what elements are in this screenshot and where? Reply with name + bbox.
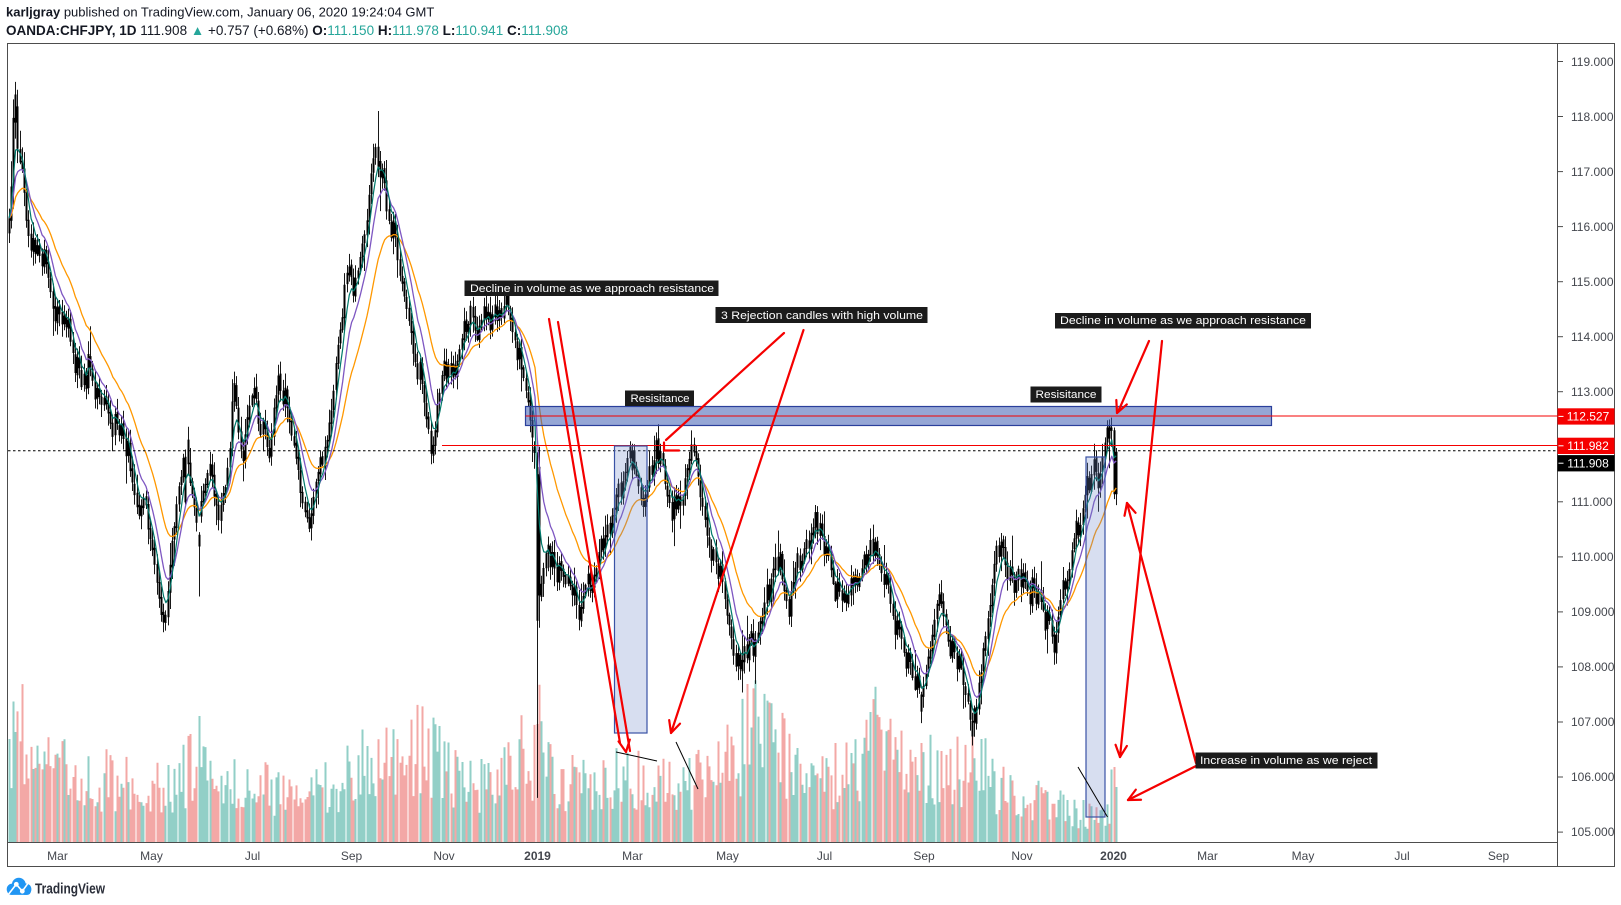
svg-text:2020: 2020 bbox=[1100, 849, 1127, 863]
svg-text:Increase in volume as we rejec: Increase in volume as we reject bbox=[1200, 755, 1372, 767]
svg-text:OANDA:CHFJPY, 1D 111.908 ▲ +0: OANDA:CHFJPY, 1D 111.908 ▲ +0.757 (+0.68… bbox=[6, 23, 568, 38]
svg-text:118.000: 118.000 bbox=[1571, 110, 1614, 124]
svg-text:Mar: Mar bbox=[47, 849, 68, 863]
svg-text:TradingView: TradingView bbox=[35, 881, 105, 898]
svg-text:112.527: 112.527 bbox=[1567, 410, 1610, 424]
svg-text:Mar: Mar bbox=[1197, 849, 1218, 863]
svg-text:117.000: 117.000 bbox=[1571, 165, 1614, 179]
svg-text:Sep: Sep bbox=[1488, 849, 1510, 863]
svg-text:Jul: Jul bbox=[817, 849, 832, 863]
svg-text:111.982: 111.982 bbox=[1567, 439, 1609, 453]
svg-text:Decline in volume as we approa: Decline in volume as we approach resista… bbox=[470, 283, 714, 295]
svg-text:karljgray published on Trading: karljgray published on TradingView.com, … bbox=[6, 5, 434, 20]
svg-text:Sep: Sep bbox=[341, 849, 363, 863]
svg-text:May: May bbox=[716, 849, 739, 863]
svg-text:May: May bbox=[1292, 849, 1315, 863]
svg-text:106.000: 106.000 bbox=[1571, 770, 1615, 784]
svg-text:111.000: 111.000 bbox=[1571, 495, 1613, 509]
svg-text:111.908: 111.908 bbox=[1567, 457, 1609, 471]
svg-text:3 Rejection candles with high: 3 Rejection candles with high volume bbox=[721, 310, 923, 322]
svg-text:Mar: Mar bbox=[622, 849, 643, 863]
svg-text:Decline in volume as we approa: Decline in volume as we approach resista… bbox=[1060, 315, 1306, 327]
svg-text:Nov: Nov bbox=[1011, 849, 1032, 863]
svg-text:116.000: 116.000 bbox=[1571, 220, 1614, 234]
svg-text:Jul: Jul bbox=[1394, 849, 1409, 863]
svg-text:Nov: Nov bbox=[433, 849, 454, 863]
svg-text:107.000: 107.000 bbox=[1571, 715, 1615, 729]
svg-text:119.000: 119.000 bbox=[1571, 55, 1614, 69]
svg-text:Sep: Sep bbox=[913, 849, 935, 863]
svg-text:May: May bbox=[140, 849, 163, 863]
svg-text:110.000: 110.000 bbox=[1571, 550, 1614, 564]
svg-text:Jul: Jul bbox=[245, 849, 260, 863]
svg-text:Resisitance: Resisitance bbox=[1036, 389, 1097, 401]
svg-text:2019: 2019 bbox=[524, 849, 551, 863]
svg-text:115.000: 115.000 bbox=[1571, 275, 1614, 289]
svg-text:Resisitance: Resisitance bbox=[631, 393, 690, 405]
svg-text:114.000: 114.000 bbox=[1571, 330, 1614, 344]
svg-text:113.000: 113.000 bbox=[1571, 385, 1614, 399]
svg-text:108.000: 108.000 bbox=[1571, 660, 1615, 674]
svg-text:109.000: 109.000 bbox=[1571, 605, 1615, 619]
svg-text:105.000: 105.000 bbox=[1571, 825, 1615, 839]
